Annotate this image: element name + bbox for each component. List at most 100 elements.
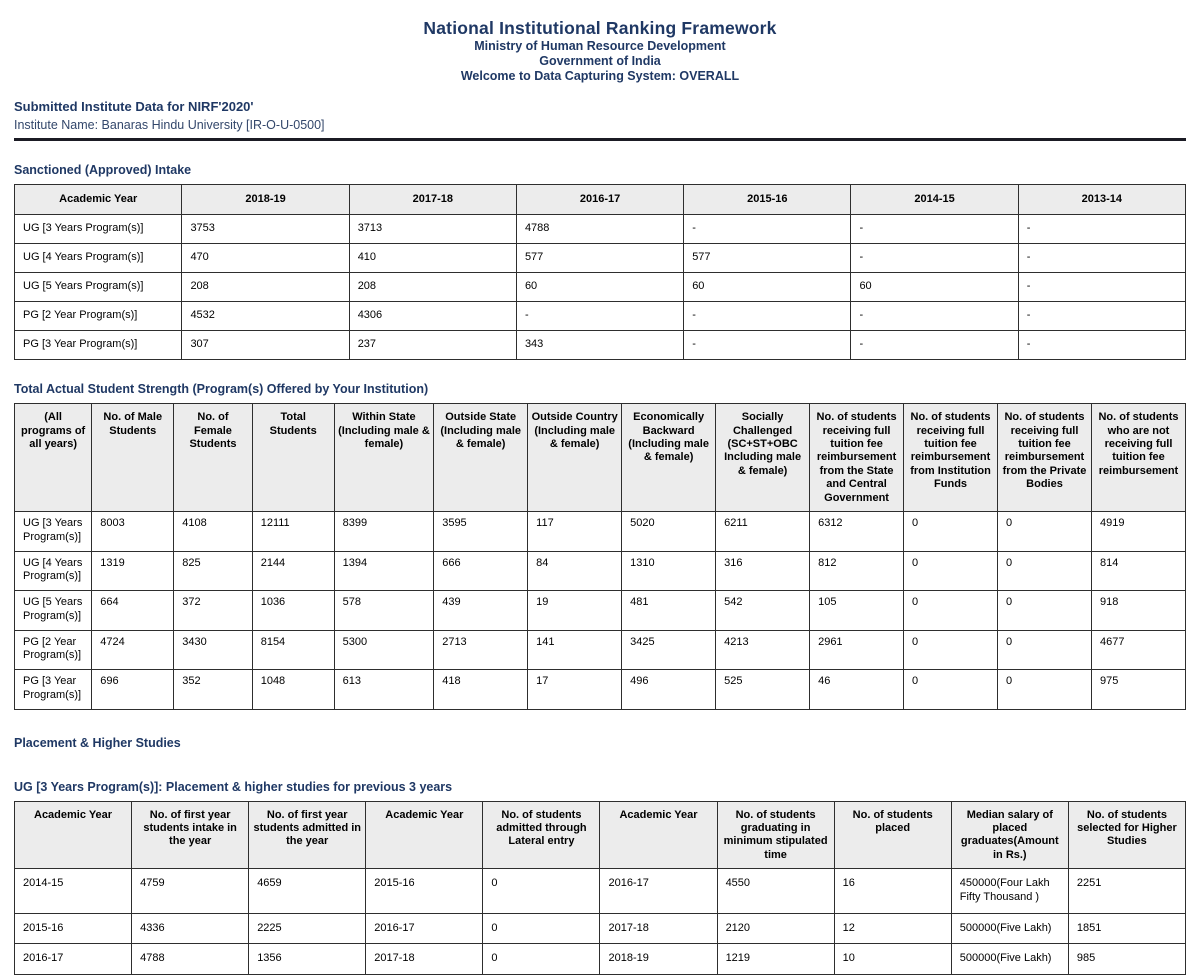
table-cell: 496 <box>621 669 717 710</box>
table-cell: 10 <box>833 943 952 975</box>
table-cell: 343 <box>515 330 685 361</box>
table-cell: 60 <box>515 272 685 303</box>
row-label: UG [4 Years Program(s)] <box>13 550 93 592</box>
placement-table-heading: UG [3 Years Program(s)]: Placement & hig… <box>14 779 453 794</box>
column-header: No. of students receiving full tuition f… <box>809 403 905 513</box>
table-cell: 481 <box>621 590 717 631</box>
column-header: Academic Year <box>13 184 183 216</box>
placement-section-heading: Placement & Higher Studies <box>14 735 181 750</box>
column-header: No. of students who are not receiving fu… <box>1090 403 1187 513</box>
header-divider <box>14 138 1186 142</box>
table-cell: 664 <box>91 590 175 631</box>
row-label: 2014-15 <box>13 868 133 914</box>
page-title: National Institutional Ranking Framework <box>423 18 777 38</box>
table-cell: 2120 <box>716 912 835 945</box>
table-cell: 1394 <box>333 550 435 592</box>
column-header: Academic Year <box>13 800 133 870</box>
table-cell: 613 <box>333 669 435 710</box>
table-cell: 2017-18 <box>599 912 718 945</box>
table-cell: - <box>1017 301 1187 332</box>
table-cell: 352 <box>173 669 253 710</box>
table-cell: 0 <box>997 511 1092 552</box>
row-label: PG [3 Year Program(s)] <box>13 330 183 361</box>
table-cell: 0 <box>997 550 1092 592</box>
table-cell: - <box>683 301 852 332</box>
table-cell: - <box>515 301 685 332</box>
row-label: UG [3 Years Program(s)] <box>13 511 93 552</box>
table-cell: 542 <box>715 590 811 631</box>
table-cell: 0 <box>903 550 999 592</box>
table-cell: 975 <box>1090 669 1187 710</box>
table-row: UG [3 Years Program(s)] 8003 4108 12111 8399… <box>13 511 1187 552</box>
table-cell: 19 <box>527 590 623 631</box>
column-header: No. of students placed <box>833 800 952 870</box>
table-cell: 4788 <box>515 214 685 245</box>
table-cell: 450000(Four Lakh Fifty Thousand ) <box>950 868 1069 914</box>
table-cell: 470 <box>181 243 350 274</box>
table-cell: 2017-18 <box>365 943 484 975</box>
table-cell: 3595 <box>433 511 529 552</box>
table-cell: 5300 <box>333 629 435 671</box>
table-cell: 12 <box>833 912 952 945</box>
table-cell: 4336 <box>131 912 250 945</box>
table-row: UG [3 Years Program(s)] 3753 3713 4788- - - <box>13 214 1187 245</box>
table-cell: 84 <box>527 550 623 592</box>
placement-table: Academic Year No. of first year students … <box>13 800 1187 975</box>
row-label: 2016-17 <box>13 943 133 975</box>
table-cell: 1036 <box>251 590 335 631</box>
row-label: UG [5 Years Program(s)] <box>13 590 93 631</box>
column-header: Median salary of placed graduates(Amount… <box>950 800 1069 870</box>
table-cell: 577 <box>515 243 685 274</box>
table-cell: 2015-16 <box>365 868 484 914</box>
table-cell: 439 <box>433 590 529 631</box>
table-cell: 2713 <box>433 629 529 671</box>
column-header: No. of students graduating in minimum st… <box>716 800 835 870</box>
table-header-row: Academic Year No. of first year students … <box>13 800 1187 870</box>
column-header: (All programs of all years) <box>13 403 93 513</box>
column-header: Academic Year <box>599 800 718 870</box>
table-cell: 1048 <box>251 669 335 710</box>
table-cell: 4659 <box>248 868 367 914</box>
table-cell: 8003 <box>91 511 175 552</box>
table-row: UG [4 Years Program(s)] 1319 825 2144 1394 66… <box>13 550 1187 592</box>
table-cell: 60 <box>683 272 852 303</box>
table-cell: - <box>1017 243 1187 274</box>
table-cell: 0 <box>997 629 1092 671</box>
table-cell: - <box>683 330 852 361</box>
institute-block: Submitted Institute Data for NIRF'2020' … <box>14 99 1186 132</box>
table-cell: 237 <box>348 330 517 361</box>
column-header: Economically Backward (Including male & … <box>621 403 717 513</box>
table-cell: 16 <box>833 868 952 914</box>
table-cell: 316 <box>715 550 811 592</box>
table-cell: 6312 <box>809 511 905 552</box>
table-cell: 410 <box>348 243 517 274</box>
row-label: UG [5 Years Program(s)] <box>13 272 183 303</box>
table-cell: - <box>1017 330 1187 361</box>
table-cell: - <box>850 330 1019 361</box>
student-strength-table: (All programs of all years) No. of Male S… <box>13 403 1187 710</box>
table-cell: 46 <box>809 669 905 710</box>
table-cell: 2144 <box>251 550 335 592</box>
table-cell: 3430 <box>173 629 253 671</box>
table-cell: 2016-17 <box>599 868 718 914</box>
row-label: UG [3 Years Program(s)] <box>13 214 183 245</box>
column-header: No. of Female Students <box>173 403 253 513</box>
table-cell: 985 <box>1067 943 1187 975</box>
table-cell: 117 <box>527 511 623 552</box>
column-header: Academic Year <box>365 800 484 870</box>
table-cell: 500000(Five Lakh) <box>950 943 1069 975</box>
table-row: 2014-15 4759 4659 2015-16 0 2016-17 4550 16 4500… <box>13 868 1187 914</box>
column-header: 2016-17 <box>515 184 685 216</box>
column-header: Socially Challenged (SC+ST+OBC Including… <box>715 403 811 513</box>
sanctioned-intake-heading: Sanctioned (Approved) Intake <box>14 163 192 178</box>
column-header: No. of first year students intake in the… <box>131 800 250 870</box>
table-cell: 0 <box>997 669 1092 710</box>
table-cell: 418 <box>433 669 529 710</box>
welcome-line: Welcome to Data Capturing System: OVERAL… <box>460 68 740 83</box>
column-header: 2017-18 <box>348 184 517 216</box>
institute-name: Institute Name: Banaras Hindu University… <box>14 118 325 133</box>
row-label: PG [2 Year Program(s)] <box>13 629 93 671</box>
table-cell: 307 <box>181 330 350 361</box>
table-row: PG [2 Year Program(s)] 4532 4306- - - - <box>13 301 1187 332</box>
table-cell: 918 <box>1090 590 1187 631</box>
